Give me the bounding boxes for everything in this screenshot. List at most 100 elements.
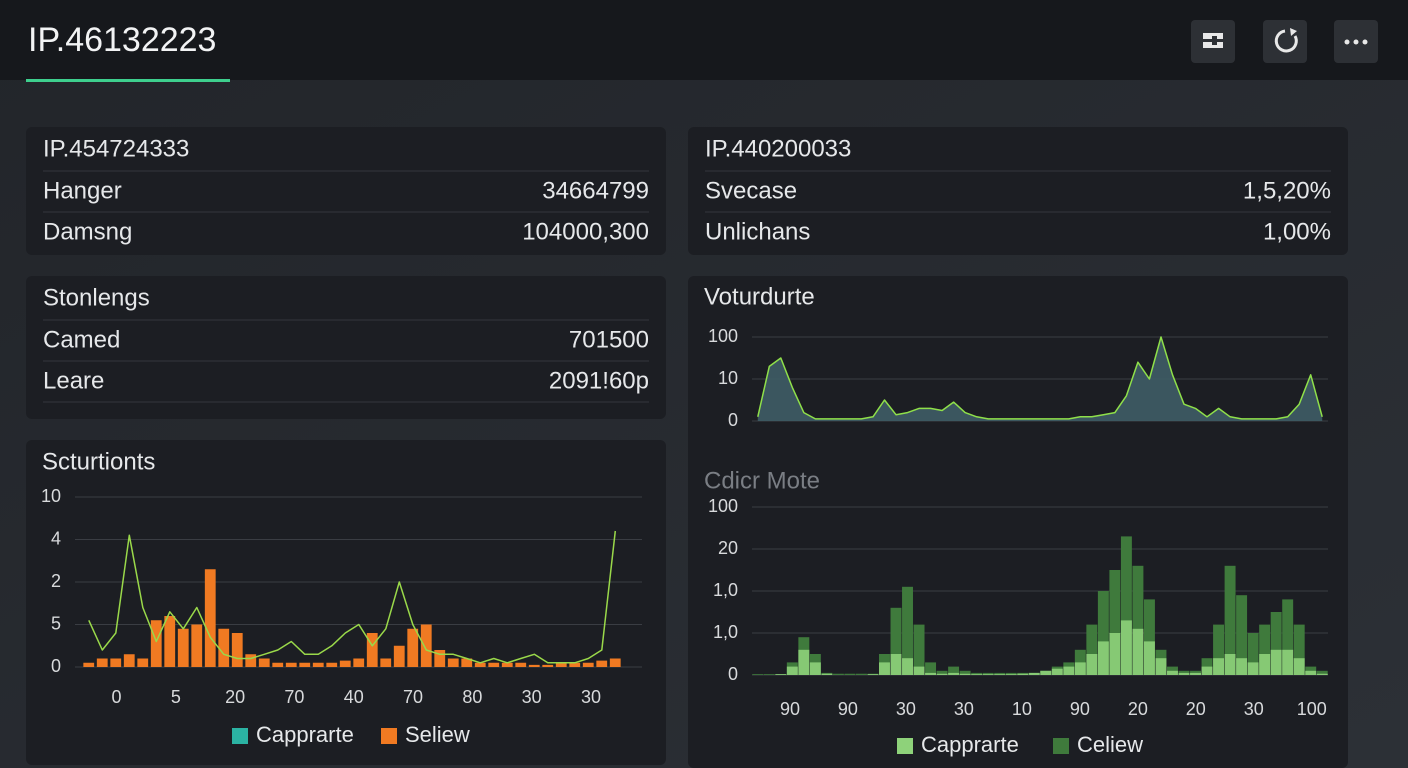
chart-title: Scturtionts [42,448,155,475]
bar [380,658,392,667]
x-tick-label: 30 [1244,699,1264,719]
x-tick-label: 5 [171,687,181,707]
x-tick-label: 90 [780,699,800,719]
y-tick-label: 5 [51,613,61,633]
bar [959,673,971,675]
row-label: Svecase [705,177,797,204]
bar [285,662,297,667]
x-tick-label: 100 [1297,699,1327,719]
y-tick-label: 1,0 [713,580,738,600]
row-value: 34664799 [542,177,649,204]
y-tick-label: 100 [708,496,738,516]
bar [844,673,856,675]
panel-title: Stonlengs [43,284,150,311]
bar [1017,673,1029,675]
bar [1097,591,1109,675]
bar [258,658,270,667]
bar [245,654,257,667]
bar [809,662,821,675]
bar [798,649,810,675]
bar [832,673,844,675]
y-tick-label: 0 [728,664,738,684]
bar [1143,599,1155,675]
bar [1120,536,1132,675]
chart-title: Cdicr Mote [704,467,820,494]
chart-panel [688,276,1348,768]
tab-underline [26,79,230,82]
bar [231,633,243,667]
bar [501,662,513,667]
bar [855,673,867,675]
legend-swatch [381,728,397,744]
legend-label: Capprarte [256,722,354,747]
row-label: Hanger [43,177,122,204]
panel-title: IP.440200033 [705,135,851,162]
bar [569,662,581,667]
bar [164,616,176,667]
bar [1213,624,1225,675]
more-button[interactable] [1334,20,1378,63]
x-tick-label: 0 [112,687,122,707]
bar [994,674,1006,675]
bar [890,654,902,675]
legend-label: Seliew [405,722,470,747]
bar [1040,670,1052,675]
bar [488,662,500,667]
bar [936,673,948,675]
x-tick-label: 70 [403,687,423,707]
toolbar-button[interactable] [1191,20,1235,63]
chart-panel [26,440,666,765]
x-tick-label: 30 [896,699,916,719]
bar [191,624,203,667]
bar [775,674,787,675]
row-value: 701500 [569,326,649,353]
bar [515,662,527,667]
y-tick-label: 0 [51,656,61,676]
bar [1247,633,1259,675]
bar [1270,612,1282,675]
bar [326,662,338,667]
bar [1132,565,1144,675]
bar [1247,662,1259,675]
row-value: 104000,300 [522,218,649,245]
bar [1236,658,1248,675]
bar [1167,670,1178,675]
legend-label: Celiew [1077,732,1143,757]
x-tick-label: 90 [1070,699,1090,719]
x-tick-label: 80 [462,687,482,707]
bar [204,569,216,667]
bar [1190,672,1201,675]
bar [879,662,890,675]
bar [821,673,833,675]
bar [1224,654,1236,675]
chart-title: Voturdurte [704,283,815,310]
bar [407,628,419,667]
bar [925,672,937,675]
bar [1028,672,1040,675]
y-tick-label: 10 [41,486,61,506]
bar [528,664,540,667]
legend-swatch [1053,738,1069,754]
x-tick-label: 20 [1128,699,1148,719]
bar [353,658,365,667]
bar [902,586,913,675]
bar [299,662,311,667]
y-tick-label: 4 [51,528,61,548]
y-tick-label: 0 [728,410,738,430]
bar [1305,670,1317,675]
bar [971,674,983,675]
bar [1155,658,1167,675]
bar [1178,672,1190,675]
bar [123,654,135,667]
stats-panel [688,127,1348,255]
bar [137,658,149,667]
bar [913,666,925,675]
bar [1051,668,1063,675]
stats-panel [26,276,666,419]
bar [177,628,189,667]
y-tick-label: 100 [708,326,738,346]
bar [786,666,798,675]
refresh-button[interactable] [1263,20,1307,63]
bar [1213,658,1225,675]
bar [1109,633,1121,675]
